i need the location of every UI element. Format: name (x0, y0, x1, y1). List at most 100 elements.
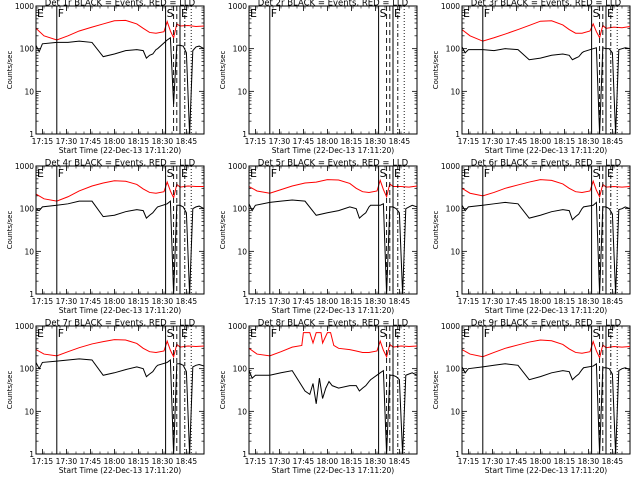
x-tick-label: 18:00 (317, 137, 339, 146)
x-tick-label: 17:30 (269, 457, 291, 466)
x-tick-label: 17:30 (269, 137, 291, 146)
y-tick-label: 100 (20, 45, 35, 54)
x-axis-label: Start Time (22-Dec-13 17:11:20) (485, 466, 607, 475)
chart-panel-det-3r: Det 3r BLACK = Events, RED = LLD 1 10 100 10… (432, 0, 631, 155)
y-axis-label: Counts/sec (6, 371, 14, 410)
x-tick-label: 17:30 (56, 297, 78, 306)
y-tick-label: 1 (455, 450, 460, 459)
x-tick-label: 17:30 (56, 457, 78, 466)
y-tick-label: 100 (20, 205, 35, 214)
x-tick-label: 17:45 (80, 137, 102, 146)
x-tick-label: 18:45 (176, 457, 198, 466)
panel-title: Det 6r BLACK = Events, RED = LLD (471, 159, 622, 169)
x-tick-label: 17:15 (32, 457, 54, 466)
marker-label: S (380, 167, 387, 180)
y-tick-label: 100 (446, 205, 461, 214)
marker-label: S (593, 7, 600, 20)
events-series-line (249, 369, 417, 454)
y-tick-label: 1 (242, 290, 247, 299)
x-axis-label: Start Time (22-Dec-13 17:11:20) (59, 306, 181, 315)
y-tick-label: 100 (233, 365, 248, 374)
x-tick-label: 18:45 (176, 297, 198, 306)
marker-label: E (463, 167, 470, 180)
x-tick-label: 18:30 (578, 457, 600, 466)
lld-series-line (462, 179, 630, 199)
chart-panel-det-5r: Det 5r BLACK = Events, RED = LLD 1 10 100 10… (219, 159, 418, 315)
y-tick-label: 1 (455, 130, 460, 139)
y-axis-label: Counts/sec (6, 211, 14, 250)
y-tick-label: 10 (450, 247, 460, 256)
marker-label: S (593, 167, 600, 180)
y-tick-label: 10 (237, 87, 247, 96)
y-tick-label: 1 (242, 450, 247, 459)
marker-label: E (250, 7, 257, 20)
marker-label: E (37, 7, 44, 20)
series-group (36, 339, 204, 454)
x-tick-label: 17:45 (80, 297, 102, 306)
marker-label: E (181, 327, 188, 340)
y-tick-label: 1 (455, 290, 460, 299)
marker-label: F (484, 327, 490, 340)
x-tick-label: 17:45 (80, 457, 102, 466)
x-tick-label: 17:30 (482, 137, 504, 146)
x-tick-label: 18:30 (365, 137, 387, 146)
y-tick-label: 100 (233, 45, 248, 54)
panel-title: Det 1r BLACK = Events, RED = LLD (45, 0, 196, 9)
x-tick-label: 18:15 (341, 137, 363, 146)
marker-label: E (181, 167, 188, 180)
x-axis-label: Start Time (22-Dec-13 17:11:20) (59, 146, 181, 155)
y-tick-label: 1000 (441, 2, 460, 11)
y-axis-label: Counts/sec (432, 51, 440, 90)
y-axis-label: Counts/sec (432, 211, 440, 250)
y-tick-label: 10 (24, 407, 34, 416)
chart-panel-det-2r: Det 2r BLACK = Events, RED = LLD 1 10 100 10… (219, 0, 418, 155)
x-tick-label: 18:15 (554, 137, 576, 146)
plot-frame (248, 5, 418, 135)
x-tick-label: 17:15 (458, 297, 480, 306)
x-tick-label: 18:45 (176, 137, 198, 146)
marker-label: F (484, 7, 490, 20)
x-tick-label: 17:45 (506, 137, 528, 146)
marker-label: F (58, 167, 64, 180)
x-tick-label: 18:15 (128, 137, 150, 146)
lld-series-line (36, 19, 204, 41)
x-tick-label: 18:30 (365, 457, 387, 466)
lld-series-line (462, 339, 630, 360)
events-series-line (36, 200, 204, 294)
x-axis-label: Start Time (22-Dec-13 17:11:20) (485, 146, 607, 155)
x-axis-label: Start Time (22-Dec-13 17:11:20) (272, 466, 394, 475)
x-tick-label: 17:15 (245, 297, 267, 306)
marker-label: E (181, 7, 188, 20)
x-axis-label: Start Time (22-Dec-13 17:11:20) (59, 466, 181, 475)
x-tick-label: 18:00 (104, 137, 126, 146)
lld-series-line (249, 332, 417, 359)
x-axis-label: Start Time (22-Dec-13 17:11:20) (272, 306, 394, 315)
x-tick-label: 18:00 (530, 297, 552, 306)
chart-panel-det-8r: Det 8r BLACK = Events, RED = LLD 1 10 100 10… (219, 319, 418, 475)
marker-label: F (271, 7, 277, 20)
x-tick-label: 18:15 (341, 297, 363, 306)
plot-frame (461, 5, 631, 135)
y-tick-label: 1000 (228, 322, 247, 331)
y-tick-label: 1000 (15, 2, 34, 11)
y-tick-label: 100 (233, 205, 248, 214)
series-group (36, 19, 204, 134)
y-tick-label: 1000 (228, 2, 247, 11)
plot-frame (461, 325, 631, 455)
x-tick-label: 18:45 (602, 297, 624, 306)
series-group (462, 20, 630, 134)
y-axis-label: Counts/sec (219, 371, 227, 410)
marker-label: E (37, 327, 44, 340)
chart-panel-det-6r: Det 6r BLACK = Events, RED = LLD 1 10 100 10… (432, 159, 631, 315)
marker-label: E (607, 7, 614, 20)
marker-label: S (167, 327, 174, 340)
x-tick-label: 17:45 (506, 457, 528, 466)
marker-label: E (394, 7, 401, 20)
x-tick-label: 18:15 (554, 297, 576, 306)
series-group (36, 180, 204, 294)
x-tick-label: 18:15 (128, 457, 150, 466)
x-tick-label: 18:30 (152, 297, 174, 306)
x-tick-label: 17:15 (245, 457, 267, 466)
y-tick-label: 1000 (15, 322, 34, 331)
